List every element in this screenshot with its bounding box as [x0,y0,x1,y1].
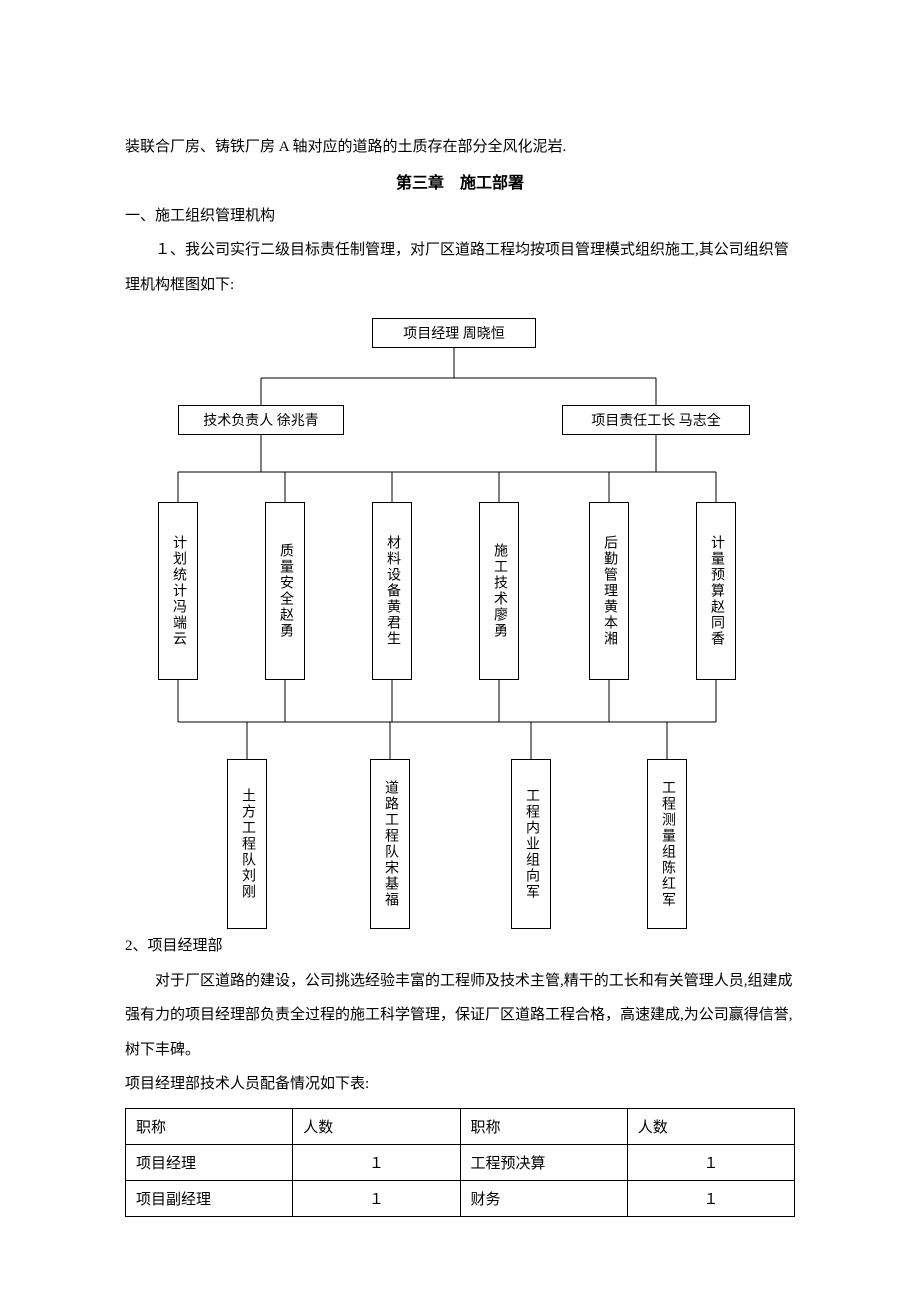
table-cell: 工程预决算 [460,1144,627,1180]
org-row3-box: 土方工程队刘刚 [227,759,267,929]
table-row: 项目经理 １ 工程预决算 １ [126,1144,795,1180]
table-header-row: 职称 人数 职称 人数 [126,1108,795,1144]
org-row2-box: 后勤管理黄本湘 [589,502,629,680]
table-cell: 项目副经理 [126,1180,293,1216]
org-top-box: 项目经理 周晓恒 [372,318,536,348]
table-cell: 财务 [460,1180,627,1216]
table-header-cell: 职称 [460,1108,627,1144]
chapter-title: 第三章 施工部署 [125,169,795,193]
table-cell: １ [627,1180,794,1216]
org-left-mgr-box: 技术负责人 徐兆青 [178,405,344,435]
org-row3-box: 工程测量组陈红军 [647,759,687,929]
table-cell: 项目经理 [126,1144,293,1180]
section-2-heading: 2、项目经理部 [125,929,795,964]
intro-fragment: 装联合厂房、铸铁厂房 A 轴对应的道路的土质存在部分全风化泥岩. [125,130,795,165]
org-row2-box: 计量预算赵同香 [696,502,736,680]
table-row: 项目副经理 １ 财务 １ [126,1180,795,1216]
section-1-para-1: １、我公司实行二级目标责任制管理，对厂区道路工程均按项目管理模式组织施工,其公司… [125,233,795,302]
table-cell: １ [293,1144,460,1180]
org-row3-box: 道路工程队宋基福 [370,759,410,929]
org-row3-box: 工程内业组向军 [511,759,551,929]
table-cell: １ [627,1144,794,1180]
table-header-cell: 人数 [627,1108,794,1144]
table-cell: １ [293,1180,460,1216]
org-row2-box: 施工技术廖勇 [479,502,519,680]
table-header-cell: 职称 [126,1108,293,1144]
section-2-para-2: 项目经理部技术人员配备情况如下表: [125,1067,795,1102]
org-row2-box: 质量安全赵勇 [265,502,305,680]
table-header-cell: 人数 [293,1108,460,1144]
staff-table: 职称 人数 职称 人数 项目经理 １ 工程预决算 １ 项目副经理 １ 财务 １ [125,1108,795,1217]
org-chart: 项目经理 周晓恒 技术负责人 徐兆青 项目责任工长 马志全 计划统计冯端云 质量… [125,312,795,929]
section-2-para-1: 对于厂区道路的建设，公司挑选经验丰富的工程师及技术主管,精干的工长和有关管理人员… [125,964,795,1068]
org-row2-box: 材料设备黄君生 [372,502,412,680]
org-right-mgr-box: 项目责任工长 马志全 [562,405,750,435]
section-1-heading: 一、施工组织管理机构 [125,199,795,234]
org-row2-box: 计划统计冯端云 [158,502,198,680]
